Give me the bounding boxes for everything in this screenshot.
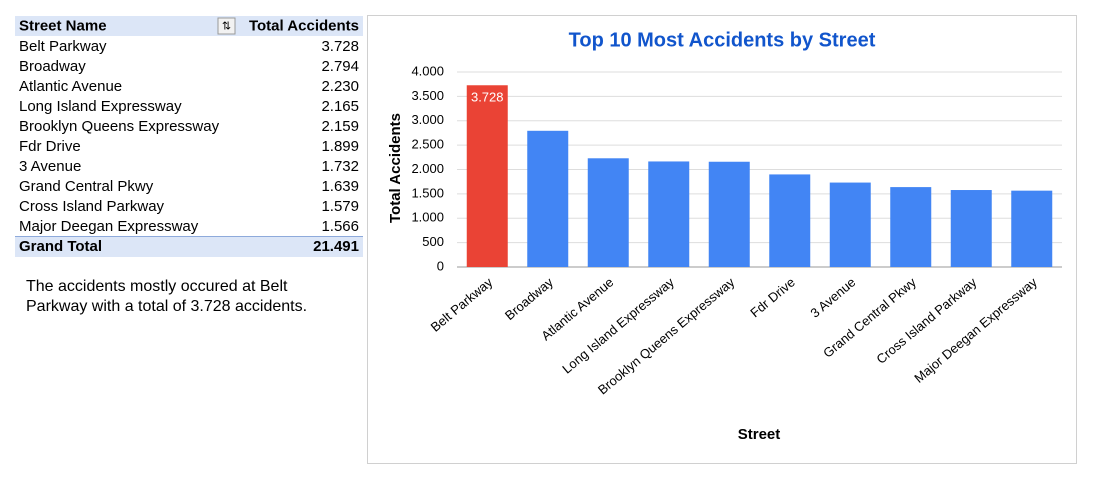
y-tick-label: 500 [422, 234, 444, 249]
table-cell: 2.230 [321, 78, 359, 95]
table-cell: 3 Avenue [19, 158, 81, 175]
x-axis-title: Street [738, 426, 781, 443]
table-header: Street Name [19, 17, 107, 34]
y-tick-label: 2.000 [411, 161, 444, 176]
bar [648, 161, 690, 267]
table-cell: 2.794 [321, 58, 359, 75]
y-tick-label: 2.500 [411, 137, 444, 152]
table-header-bg [15, 16, 363, 36]
table-cell: 1.579 [321, 198, 359, 215]
bar [769, 174, 811, 267]
y-tick-label: 1.500 [411, 185, 444, 200]
table-cell: 3.728 [321, 38, 359, 55]
y-axis-title: Total Accidents [387, 113, 404, 223]
table-cell: 1.899 [321, 138, 359, 155]
bar [1011, 190, 1053, 267]
total-value: 21.491 [313, 238, 359, 255]
filter-icon: ⇅ [222, 20, 231, 32]
table-cell: 2.159 [321, 118, 359, 135]
table-cell: Atlantic Avenue [19, 78, 122, 95]
y-tick-label: 0 [437, 258, 444, 273]
bar [466, 85, 508, 267]
bar [587, 158, 629, 267]
data-label: 3.728 [471, 90, 504, 105]
filter-button[interactable] [217, 17, 236, 35]
table-total-bg [15, 236, 363, 257]
y-tick-label: 4.000 [411, 63, 444, 78]
table-header: Total Accidents [249, 17, 359, 34]
y-tick-label: 1.000 [411, 210, 444, 225]
table-cell: 1.639 [321, 178, 359, 195]
table-cell: Broadway [19, 58, 86, 75]
bar [950, 190, 992, 267]
table-cell: 1.566 [321, 218, 359, 235]
y-tick-label: 3.000 [411, 112, 444, 127]
table-cell: Grand Central Pkwy [19, 178, 154, 195]
table-cell: Major Deegan Expressway [19, 218, 199, 235]
chart-title: Top 10 Most Accidents by Street [569, 29, 876, 51]
table-cell: Belt Parkway [19, 38, 107, 55]
bar [708, 161, 750, 267]
bar [829, 182, 871, 267]
table-cell: Brooklyn Queens Expressway [19, 118, 220, 135]
bar [527, 130, 569, 267]
note: The accidents mostly occured at Belt Par… [26, 278, 308, 315]
table-cell: Fdr Drive [19, 138, 81, 155]
y-tick-label: 3.500 [411, 88, 444, 103]
total-label: Grand Total [19, 238, 102, 255]
table-cell: Cross Island Parkway [19, 198, 165, 215]
table-cell: 2.165 [321, 98, 359, 115]
table-cell: Long Island Expressway [19, 98, 182, 115]
bar [890, 187, 932, 267]
table-cell: 1.732 [321, 158, 359, 175]
